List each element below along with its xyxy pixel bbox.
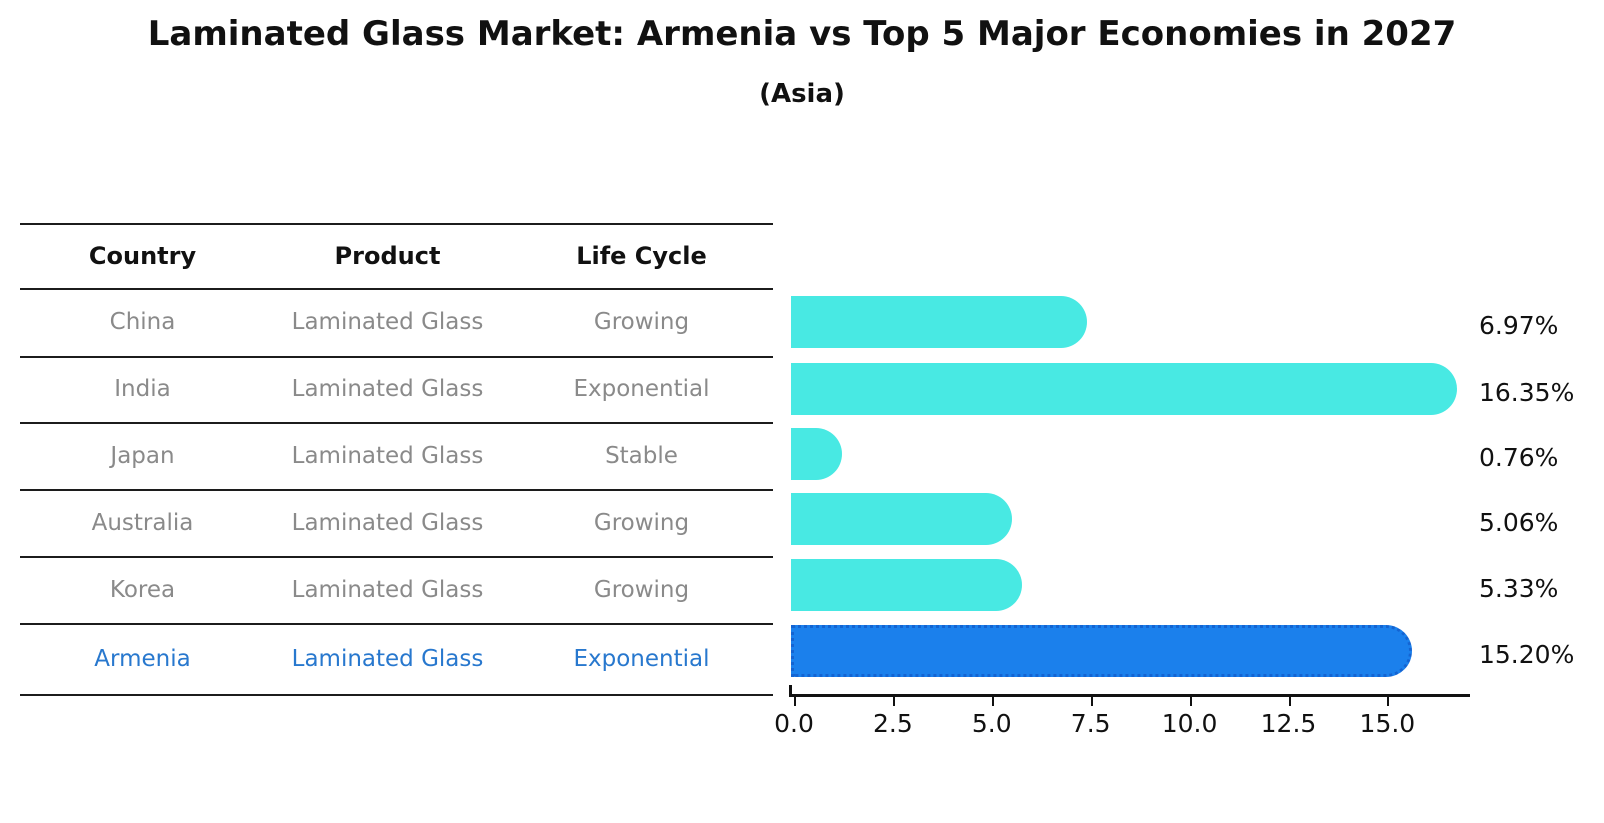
bar-japan: [791, 428, 842, 480]
table-cell-country: Australia: [91, 509, 194, 536]
bar-value-label: 5.33%: [1479, 573, 1559, 603]
bar-highlight-armenia: [791, 625, 1412, 677]
x-tick-label: 0.0: [774, 709, 814, 738]
chart-title: Laminated Glass Market: Armenia vs Top 5…: [147, 14, 1457, 54]
bar-value-label: 0.76%: [1479, 442, 1559, 472]
table-cell-country: India: [114, 376, 171, 402]
table-row: Australia Laminated Glass Growing: [20, 489, 773, 556]
table-cell-country: China: [109, 309, 176, 335]
table-cell-country: Armenia: [94, 645, 191, 672]
table-header-cell: Product: [334, 241, 441, 270]
bar-value-label: 5.06%: [1479, 507, 1559, 537]
x-tick-label: 10.0: [1161, 709, 1218, 738]
table-line: [20, 489, 773, 491]
table-cell-life_cycle: Growing: [593, 509, 690, 536]
table-cell-country: Korea: [109, 576, 176, 603]
table-row: Korea Laminated Glass Growing: [20, 556, 773, 623]
table-line: [20, 623, 773, 625]
x-tick-mark: [991, 697, 994, 706]
table-cell-life_cycle: Growing: [593, 576, 690, 603]
chart-subtitle: (Asia): [759, 79, 845, 109]
x-tick-label: 5.0: [971, 709, 1012, 738]
x-tick-mark: [1288, 697, 1291, 706]
table-line: [20, 694, 773, 696]
x-tick-mark: [1189, 697, 1192, 706]
table-cell-life_cycle: Exponential: [573, 376, 710, 402]
table-row: India Laminated Glass Exponential: [20, 356, 773, 422]
bar-australia: [791, 493, 1012, 545]
bar-value-label: 6.97%: [1479, 310, 1559, 340]
bar-india: [791, 363, 1457, 415]
table-cell-product: Laminated Glass: [291, 509, 484, 536]
table-cell-product: Laminated Glass: [291, 442, 484, 469]
table-cell-life_cycle: Growing: [593, 309, 690, 335]
x-tick-label: 7.5: [1070, 709, 1111, 738]
table-cell-product: Laminated Glass: [291, 376, 484, 402]
table-line: [20, 422, 773, 424]
table-cell-product: Laminated Glass: [291, 645, 484, 672]
table-header-cell: Country: [88, 241, 197, 270]
x-tick-label: 12.5: [1260, 709, 1317, 738]
table-header-cell: Life Cycle: [576, 241, 707, 270]
table-row: Japan Laminated Glass Stable: [20, 422, 773, 489]
x-tick-label: 15.0: [1359, 709, 1416, 738]
table-header-row: Country Product Life Cycle: [20, 223, 773, 288]
table-line: [20, 356, 773, 358]
table-cell-life_cycle: Stable: [605, 442, 678, 469]
country-table: Country Product Life Cycle China Laminated …: [0, 0, 780, 823]
table-line: [20, 223, 773, 225]
bar-value-label: 15.20%: [1479, 639, 1575, 669]
x-axis-line: [789, 694, 1470, 697]
table-cell-life_cycle: Exponential: [573, 645, 710, 672]
x-tick-mark: [892, 697, 895, 706]
bar-korea: [791, 559, 1022, 611]
x-tick-label: 2.5: [873, 709, 913, 738]
table-cell-product: Laminated Glass: [291, 576, 484, 603]
table-row: China Laminated Glass Growing: [20, 288, 773, 356]
table-cell-product: Laminated Glass: [291, 309, 484, 335]
x-axis-corner: [789, 685, 792, 697]
x-tick-mark: [1387, 697, 1390, 706]
bar-china: [791, 296, 1087, 348]
table-cell-country: Japan: [110, 442, 175, 469]
table-line: [20, 556, 773, 558]
bar-value-label: 16.35%: [1479, 377, 1575, 407]
table-row: Armenia Laminated Glass Exponential: [20, 623, 773, 694]
x-tick-mark: [794, 697, 796, 706]
x-tick-mark: [1090, 697, 1093, 706]
table-line: [20, 288, 773, 290]
